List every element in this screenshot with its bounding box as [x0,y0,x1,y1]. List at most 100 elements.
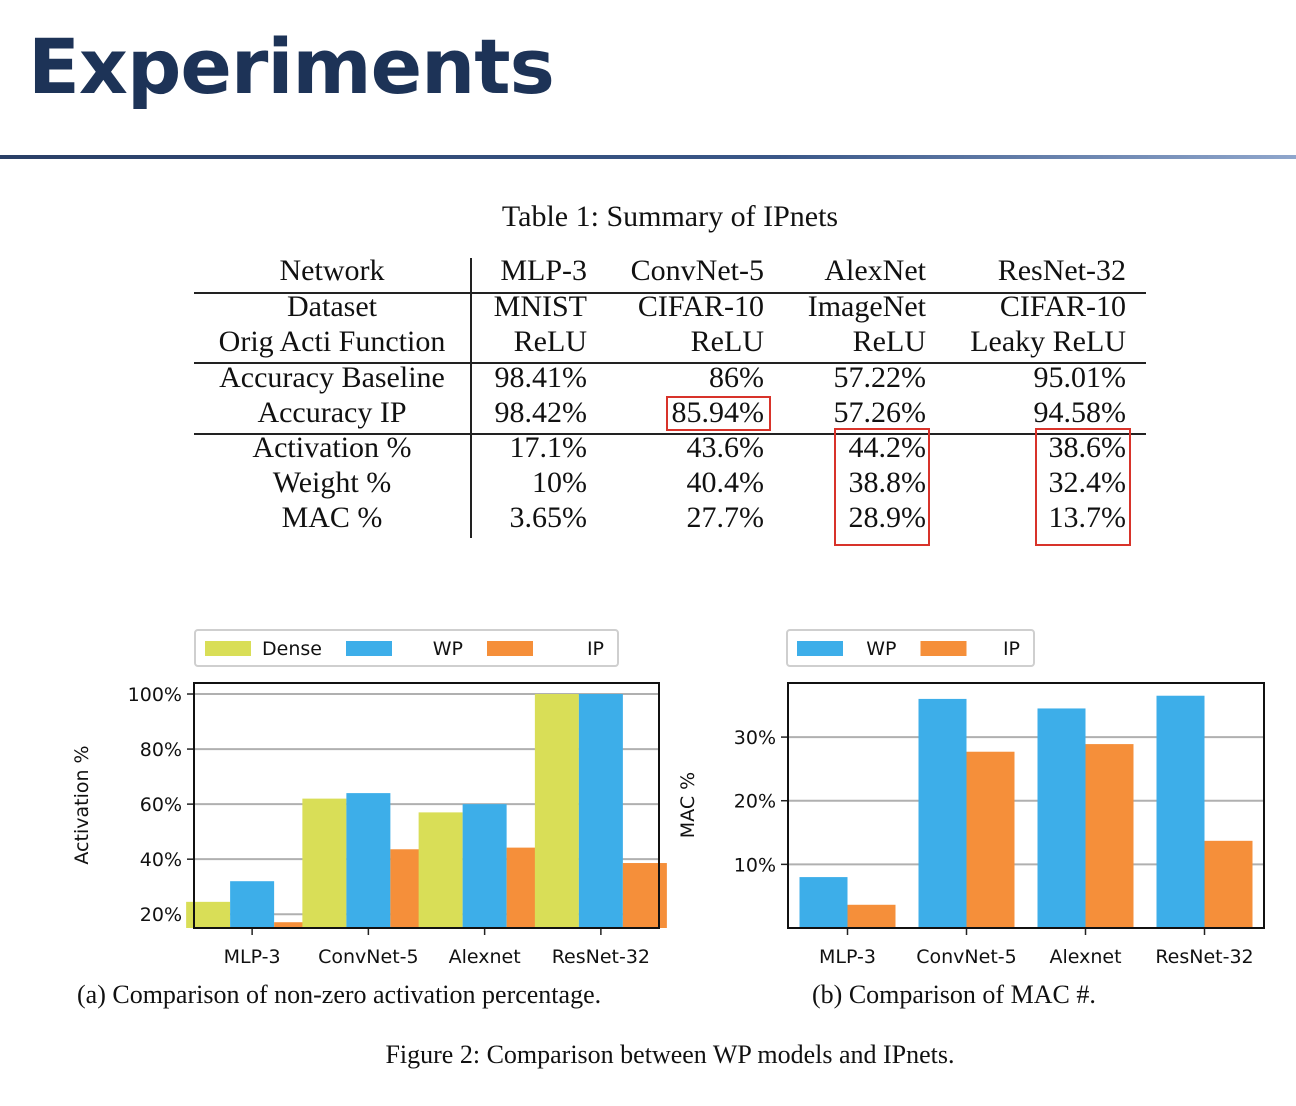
table-row-label: Orig Acti Function [218,325,446,358]
table-row-label: Accuracy Baseline [219,361,445,394]
table-row-label: MAC % [281,501,383,534]
x-tick-label: MLP-3 [224,946,281,968]
legend-swatch-ip [920,641,967,656]
bar-ip [622,863,667,928]
y-tick-label: 20% [140,904,182,926]
highlight-box [834,428,930,546]
table-row-label: Accuracy IP [257,396,407,429]
table-cell: ReLU [690,325,764,358]
table-cell: 94.58% [1033,396,1127,429]
table-row-label: Weight % [272,466,392,499]
bar-dense [418,812,463,928]
y-tick-label: 40% [140,849,182,871]
table-cell: Leaky ReLU [970,325,1126,358]
table-cell: CIFAR-10 [637,290,764,323]
table-rule [194,362,1146,364]
y-tick-label: 10% [734,854,776,876]
x-tick-label: ConvNet-5 [318,946,418,968]
table-cell: 3.65% [509,501,588,534]
plot-frame [787,682,1265,929]
y-axis-label: MAC % [677,772,699,838]
bar-dense [186,901,231,928]
table-cell: ImageNet [807,290,926,323]
table-row-label: Dataset [287,290,377,323]
table-cell: 86% [709,361,764,394]
activation-bar-chart: 20% 40% 60% 80% 100% MLP-3 ConvNet-5 Alexnet Res… [71,629,667,968]
table-rule [194,433,1146,435]
table-cell: 98.41% [494,361,588,394]
table-cell: 85.94% [671,396,765,429]
bar-ip [274,922,319,928]
table-cell: 40.4% [686,466,765,499]
table-cell: 43.6% [686,431,765,464]
table-column-divider [470,258,472,538]
bar-ip [966,751,1015,928]
bar-wp [462,804,507,928]
table-cell: ReLU [852,325,926,358]
table-header-cell: AlexNet [824,254,926,287]
bar-wp [918,698,967,928]
y-tick-label: 100% [128,684,182,706]
y-tick-label: 60% [140,794,182,816]
bar-ip [1204,840,1253,928]
table-cell: 44.2% [848,431,927,464]
subfigure-caption-a: (a) Comparison of non-zero activation pe… [77,980,602,1009]
bar-wp [578,694,623,928]
summary-table: Network MLP-3 ConvNet-5 AlexNet ResNet-3… [194,254,1146,546]
legend-label: Dense [262,638,322,660]
highlight-box [1035,428,1131,546]
table-cell: 57.26% [833,396,927,429]
table-cell: MNIST [493,290,587,323]
table-cell: 28.9% [848,501,927,534]
x-tick-label: Alexnet [1049,946,1121,968]
subfigure-caption-b: (b) Comparison of MAC #. [812,980,1096,1009]
x-tick-label: ConvNet-5 [916,946,1016,968]
x-tick-label: ResNet-32 [552,946,650,968]
x-tick-label: Alexnet [449,946,521,968]
legend-label: IP [1003,638,1020,660]
y-tick-label: 30% [734,727,776,749]
legend-swatch-dense [205,641,251,656]
title-divider [0,155,1296,159]
table-cell: 95.01% [1033,361,1127,394]
bar-dense [302,798,347,928]
table-caption: Table 1: Summary of IPnets [501,200,839,233]
table-cell: 38.8% [848,466,927,499]
x-tick-label: ResNet-32 [1155,946,1253,968]
bar-dense [534,694,579,928]
mac-bar-chart: 10% 20% 30% MLP-3 ConvNet-5 Alexnet ResNet-32 M… [677,629,1265,968]
y-axis-label: Activation % [71,745,93,864]
table-cell: CIFAR-10 [999,290,1126,323]
table-cell: ReLU [513,325,587,358]
legend-label: WP [866,638,896,660]
y-tick-label: 20% [734,791,776,813]
legend-swatch-wp [346,641,392,656]
table-cell: 32.4% [1048,466,1127,499]
table-cell: 10% [532,466,587,499]
bar-ip [847,904,896,928]
table-cell: 27.7% [686,501,765,534]
highlight-box [666,396,771,431]
table-rule [194,292,1146,294]
bar-wp [799,877,848,928]
table-header-cell: Network [279,254,385,287]
bar-wp [346,793,391,928]
bar-wp [1037,708,1086,928]
table-cell: 13.7% [1048,501,1127,534]
legend-label: IP [587,638,604,660]
table-header-cell: MLP-3 [500,254,587,287]
table-header-cell: ResNet-32 [997,254,1126,287]
table-cell: 17.1% [509,431,588,464]
slide-title: Experiments [28,22,555,111]
legend-label: WP [433,638,463,660]
x-tick-label: MLP-3 [819,946,876,968]
table-header-cell: ConvNet-5 [630,254,764,287]
legend-swatch-wp [797,641,843,656]
bar-wp [230,881,275,928]
bar-wp [1156,695,1205,928]
plot-frame [193,682,660,929]
legend-box [194,629,619,667]
table-cell: 57.22% [833,361,927,394]
legend-swatch-ip [487,641,533,656]
table-cell: 98.42% [494,396,588,429]
